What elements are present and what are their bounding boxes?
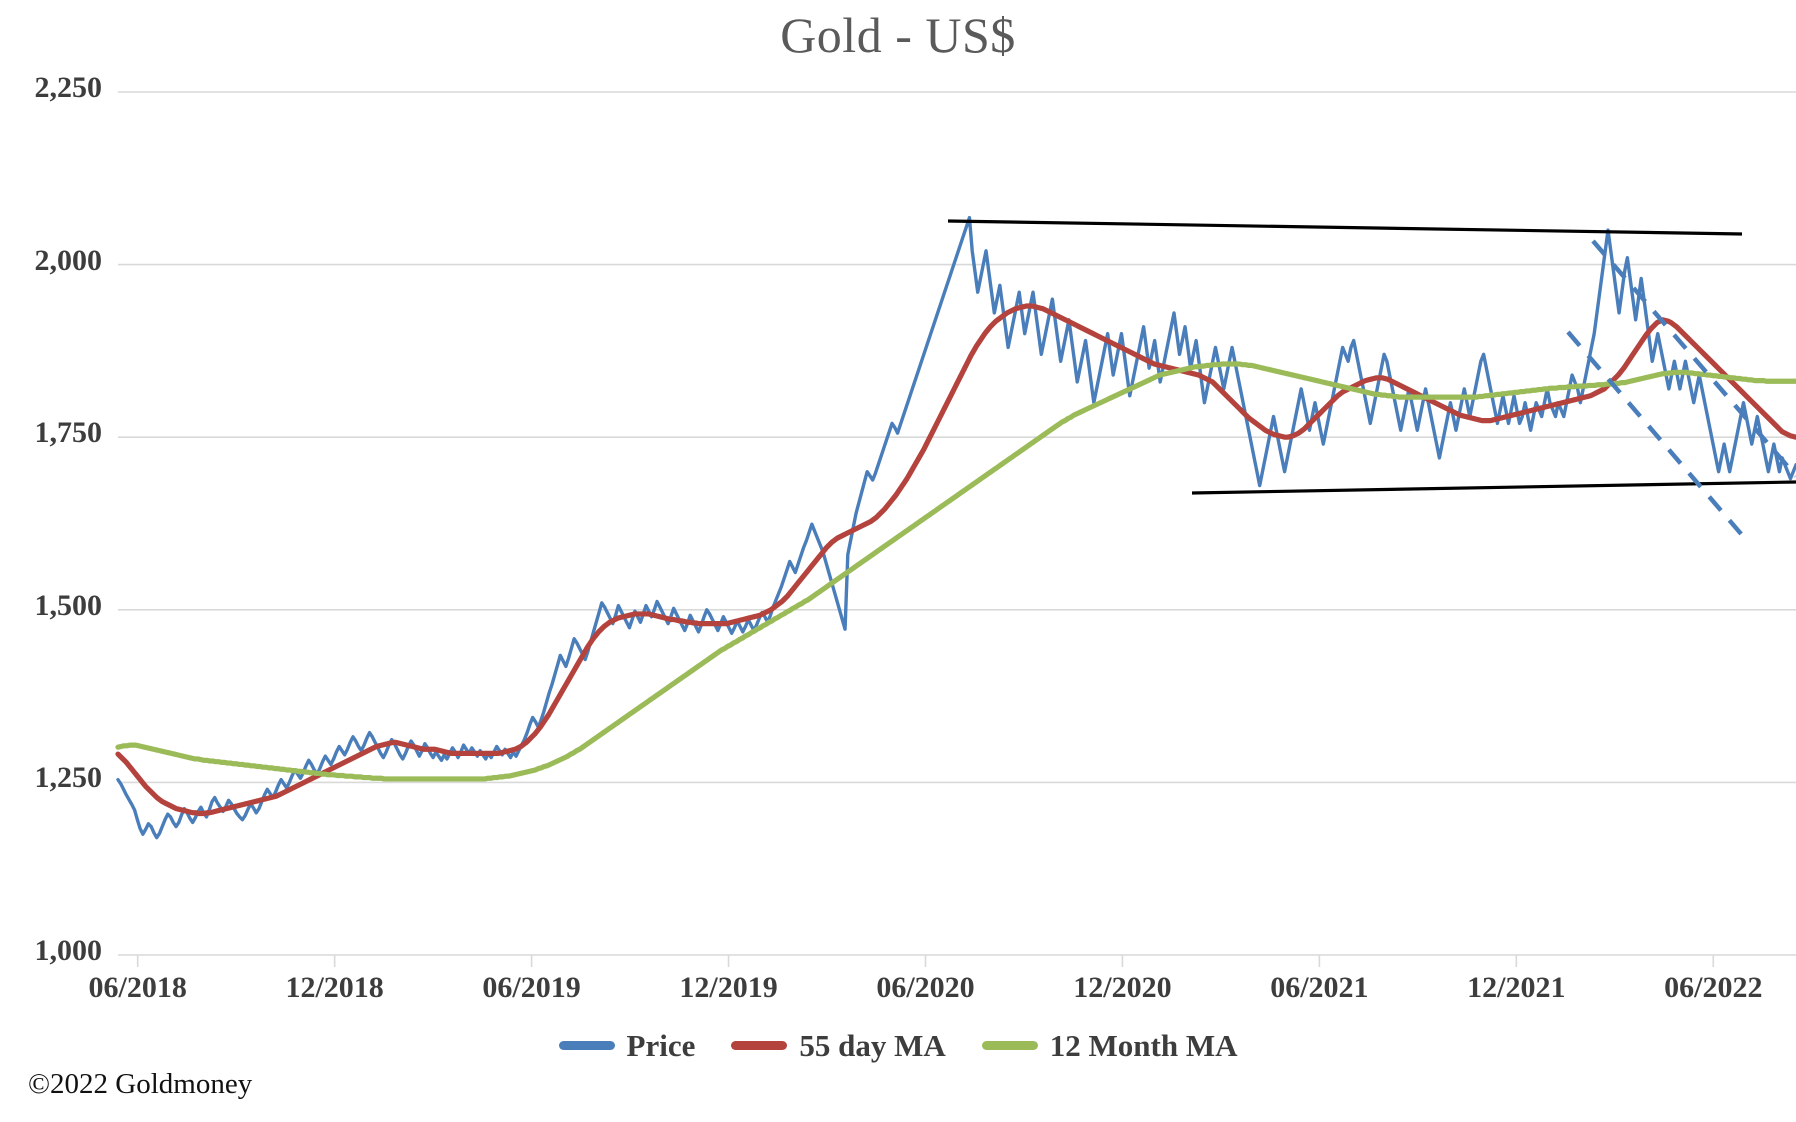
- legend-item[interactable]: 12 Month MA: [981, 1028, 1238, 1063]
- x-axis-tick-label: 12/2021: [1467, 971, 1566, 1004]
- y-axis-tick-label: 1,750: [34, 416, 103, 450]
- legend-label: 12 Month MA: [1049, 1028, 1238, 1063]
- legend-label: Price: [626, 1028, 696, 1063]
- series-line-12-month-ma: [115, 361, 1796, 782]
- x-axis-tick-label: 12/2018: [285, 971, 384, 1004]
- legend-label: 55 day MA: [799, 1028, 946, 1063]
- legend-color-swatch: [558, 1041, 615, 1050]
- x-axis-tick-label: 06/2020: [876, 971, 975, 1004]
- series-lines: [115, 215, 1796, 840]
- x-axis-tick-label: 12/2019: [679, 971, 778, 1004]
- trendline-annotations: [947, 219, 1796, 537]
- y-axis-tick-label: 2,000: [34, 243, 103, 277]
- x-axis-tick-label: 06/2022: [1664, 971, 1763, 1004]
- x-axis-tick-label: 06/2019: [482, 971, 581, 1004]
- y-axis-tick-label: 1,500: [34, 588, 103, 622]
- y-axis-tick-label: 2,250: [34, 71, 103, 104]
- chart-legend: Price 55 day MA 12 Month MA: [0, 1030, 1796, 1061]
- channel-lower-dashed: [1566, 330, 1744, 537]
- x-axis-tick-label: 06/2021: [1270, 971, 1369, 1004]
- series-line-price: [116, 215, 1796, 840]
- gridlines: [118, 91, 1796, 956]
- legend-item[interactable]: 55 day MA: [731, 1028, 946, 1063]
- lower-trendline: [1191, 480, 1796, 495]
- channel-upper-dashed: [1591, 239, 1796, 478]
- x-axis-tick-label: 06/2018: [88, 971, 187, 1004]
- upper-trendline: [947, 219, 1743, 236]
- series-line-55-day-ma: [115, 303, 1796, 817]
- y-axis-tick-label: 1,250: [34, 761, 103, 795]
- y-axis-tick-label: 1,000: [34, 934, 103, 967]
- chart-plot-area: [115, 91, 1796, 967]
- x-axis-ticks: [136, 955, 1715, 967]
- legend-color-swatch: [981, 1041, 1038, 1050]
- legend-item[interactable]: Price: [558, 1028, 696, 1063]
- x-axis-tick-label: 12/2020: [1073, 971, 1172, 1004]
- copyright-notice: ©2022 Goldmoney: [28, 1068, 253, 1100]
- legend-color-swatch: [731, 1041, 788, 1050]
- page-title: Gold - US$: [780, 7, 1016, 63]
